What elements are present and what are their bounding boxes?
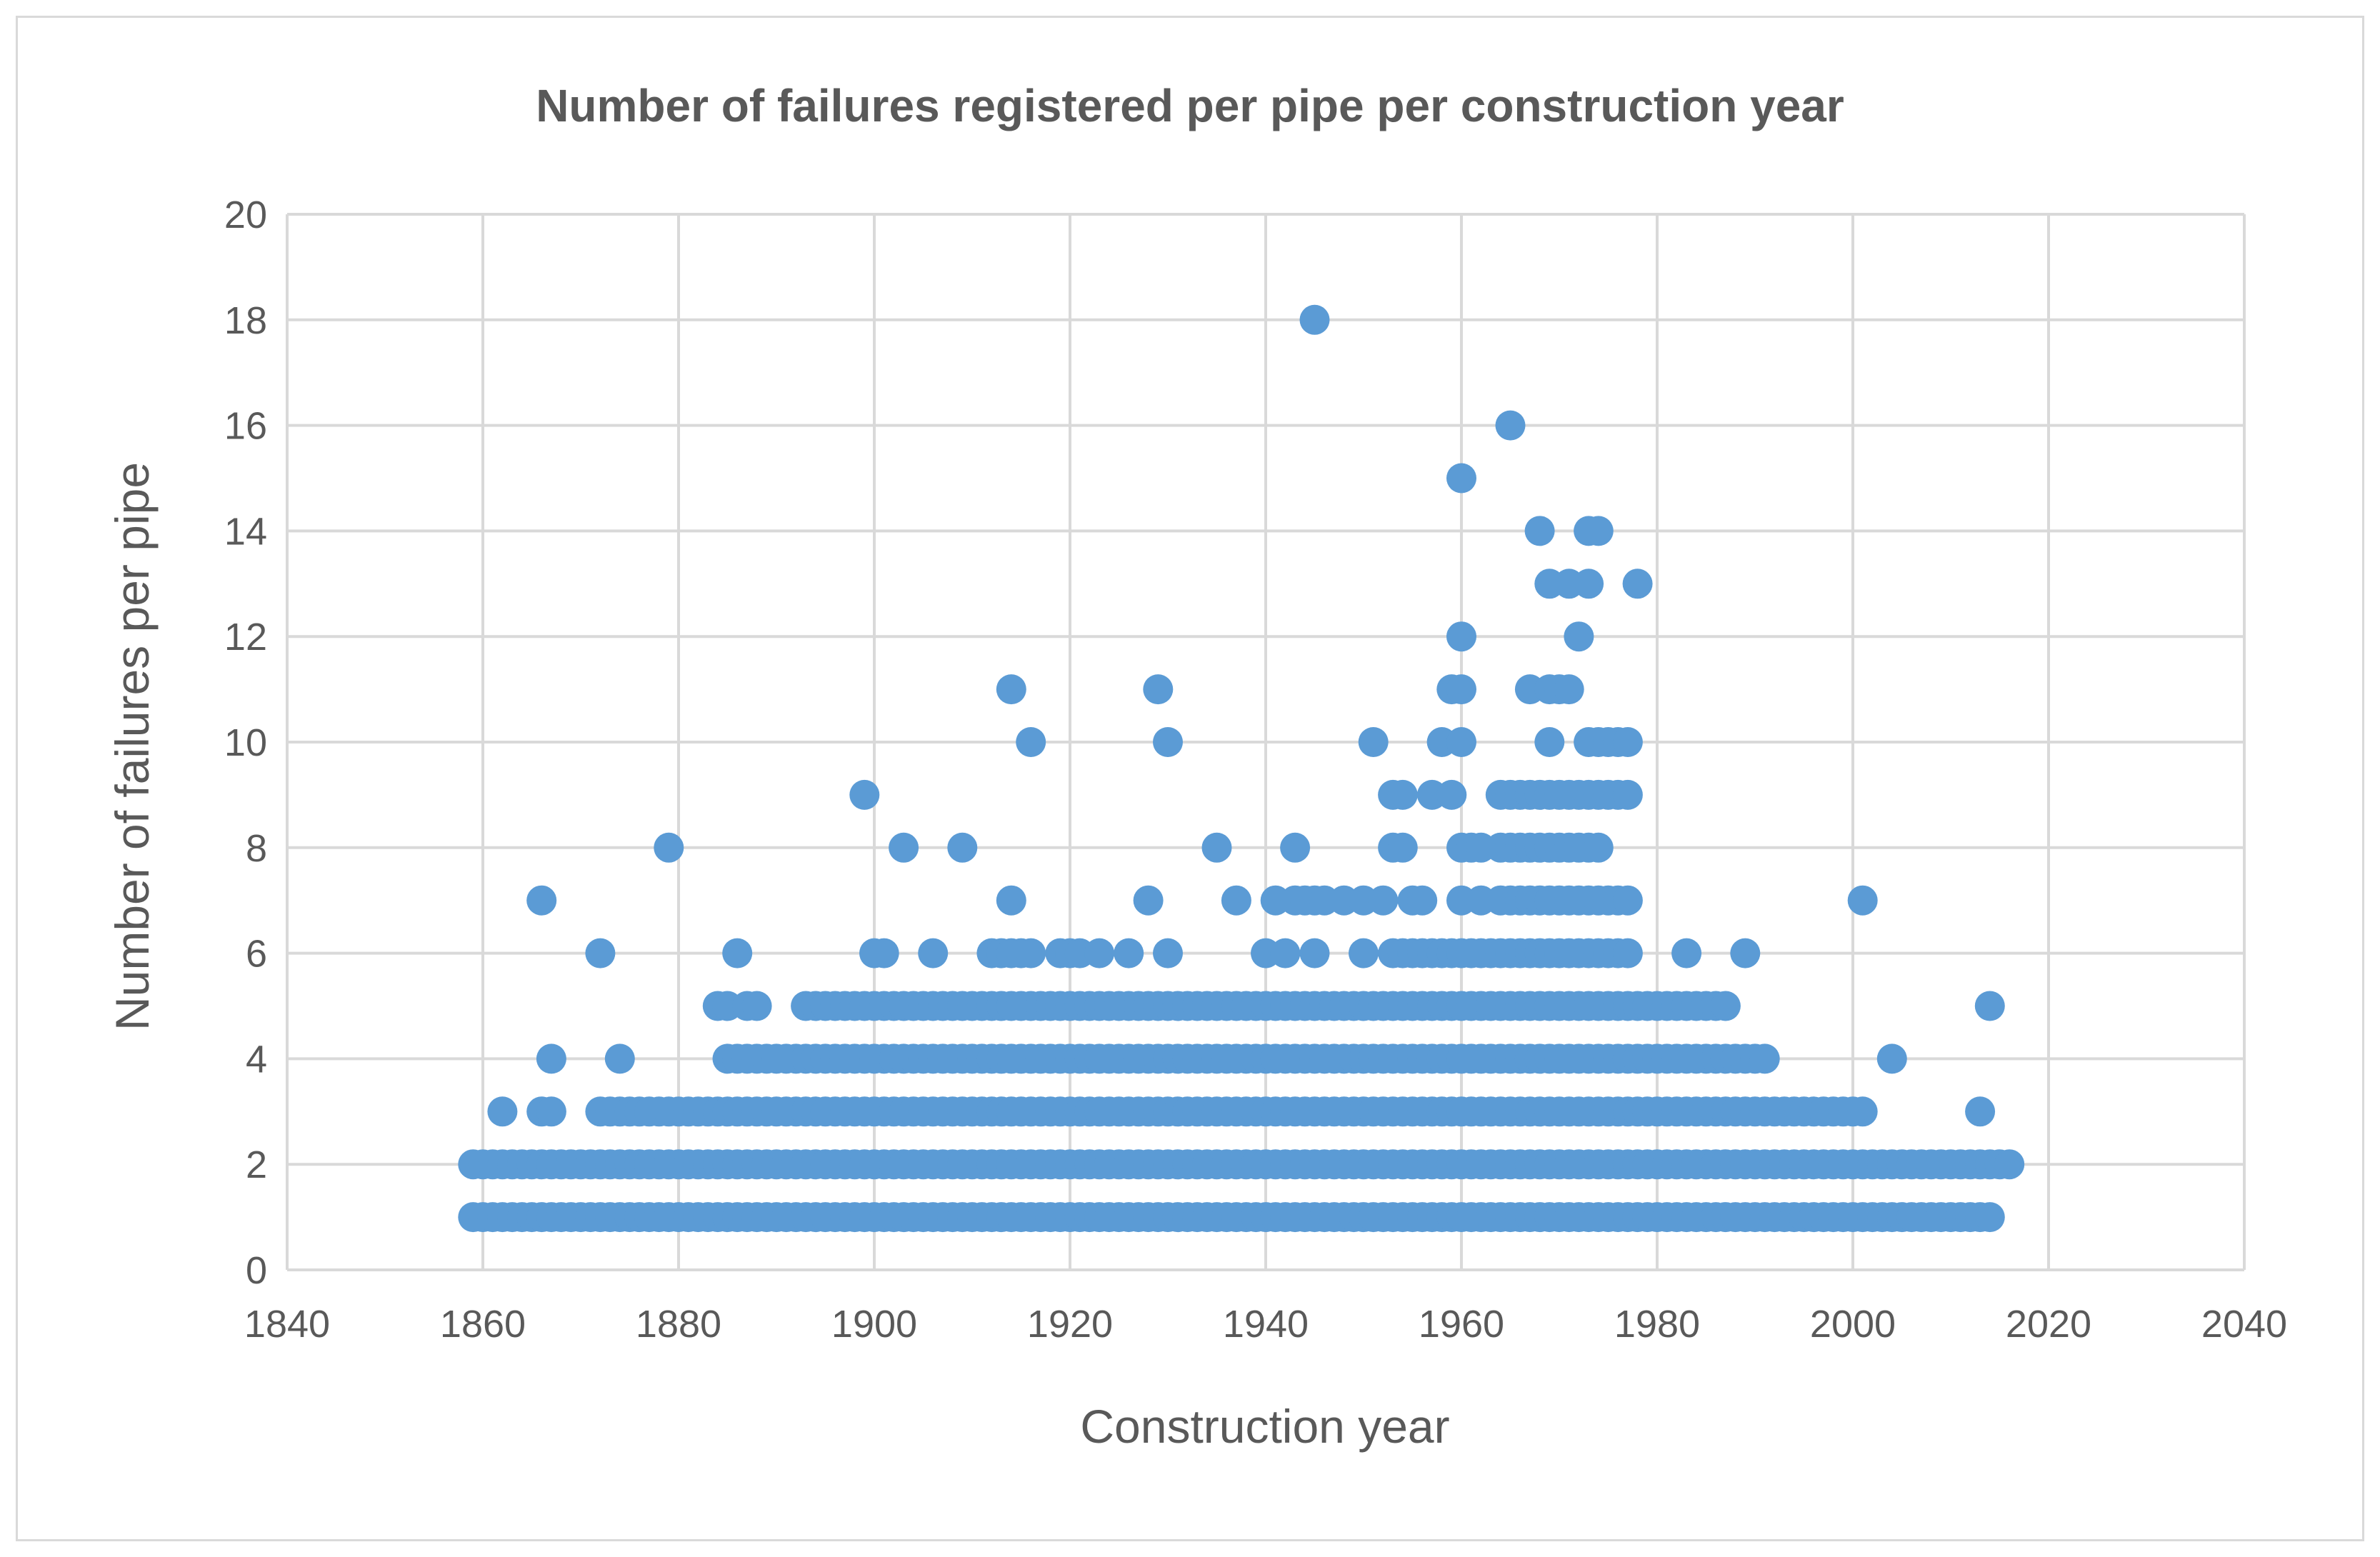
data-point bbox=[741, 991, 772, 1021]
x-tick-label: 2040 bbox=[2201, 1303, 2287, 1346]
data-point bbox=[1847, 885, 1878, 916]
x-tick-label: 2020 bbox=[2006, 1303, 2091, 1346]
data-point bbox=[1280, 832, 1311, 863]
data-point bbox=[1446, 674, 1476, 705]
data-point bbox=[1994, 1149, 2025, 1180]
data-point bbox=[1583, 516, 1614, 546]
data-point bbox=[947, 832, 978, 863]
data-point bbox=[526, 885, 557, 916]
data-point bbox=[722, 938, 753, 968]
gridlines bbox=[286, 213, 2246, 1271]
data-point bbox=[1466, 832, 1496, 863]
data-point bbox=[1965, 1096, 1996, 1127]
y-tick-label: 12 bbox=[224, 616, 267, 659]
x-tick-label: 1940 bbox=[1223, 1303, 1309, 1346]
data-point bbox=[1612, 779, 1643, 810]
data-point bbox=[1358, 727, 1389, 757]
data-point bbox=[1016, 938, 1046, 968]
x-tick-label: 1860 bbox=[440, 1303, 526, 1346]
data-point bbox=[1270, 938, 1301, 968]
y-tick-label: 0 bbox=[246, 1249, 267, 1292]
data-point bbox=[1299, 938, 1330, 968]
data-point bbox=[918, 938, 949, 968]
data-point bbox=[1466, 885, 1496, 916]
x-tick-label: 1840 bbox=[244, 1303, 330, 1346]
y-tick-label: 6 bbox=[246, 933, 267, 976]
y-tick-label: 2 bbox=[246, 1143, 267, 1186]
data-point bbox=[1710, 991, 1741, 1021]
data-point bbox=[1446, 621, 1476, 652]
x-tick-label: 1920 bbox=[1027, 1303, 1113, 1346]
data-point bbox=[1368, 885, 1399, 916]
x-tick-label: 1900 bbox=[831, 1303, 917, 1346]
data-point bbox=[1201, 832, 1232, 863]
x-tick-label: 1960 bbox=[1419, 1303, 1504, 1346]
data-point bbox=[1349, 938, 1379, 968]
chart-title: Number of failures registered per pipe p… bbox=[536, 80, 1844, 131]
data-point bbox=[849, 779, 880, 810]
y-tick-label: 10 bbox=[224, 721, 267, 764]
data-point bbox=[1524, 516, 1555, 546]
data-point bbox=[1974, 1202, 2005, 1233]
data-point bbox=[1407, 885, 1438, 916]
data-point bbox=[1436, 779, 1467, 810]
data-point bbox=[1564, 621, 1594, 652]
y-tick-label: 16 bbox=[224, 405, 267, 448]
data-point bbox=[1612, 938, 1643, 968]
data-point bbox=[604, 1043, 635, 1074]
data-point bbox=[1876, 1043, 1907, 1074]
data-point bbox=[1446, 727, 1476, 757]
data-point bbox=[1622, 569, 1653, 599]
data-point bbox=[536, 1043, 566, 1074]
y-axis-label: Number of failures per pipe bbox=[106, 462, 159, 1031]
data-point bbox=[1574, 569, 1604, 599]
data-point bbox=[1671, 938, 1702, 968]
data-point bbox=[1299, 304, 1330, 335]
data-point bbox=[585, 938, 616, 968]
data-point bbox=[1084, 938, 1115, 968]
data-point bbox=[1221, 885, 1251, 916]
x-tick-label: 2000 bbox=[1810, 1303, 1896, 1346]
data-point bbox=[1446, 463, 1476, 494]
data-point bbox=[1387, 779, 1418, 810]
data-point bbox=[1612, 727, 1643, 757]
x-tick-label: 1980 bbox=[1614, 1303, 1700, 1346]
data-point bbox=[869, 938, 899, 968]
data-point bbox=[1534, 727, 1565, 757]
y-tick-label: 14 bbox=[224, 510, 267, 553]
data-point bbox=[1387, 832, 1418, 863]
data-point bbox=[1974, 991, 2005, 1021]
data-point bbox=[1612, 885, 1643, 916]
data-point bbox=[1016, 727, 1046, 757]
data-point bbox=[654, 832, 684, 863]
y-tick-label: 18 bbox=[224, 299, 267, 342]
data-point bbox=[487, 1096, 518, 1127]
data-point bbox=[1730, 938, 1761, 968]
x-tick-label: 1880 bbox=[636, 1303, 721, 1346]
data-point bbox=[889, 832, 919, 863]
y-tick-label: 20 bbox=[224, 194, 267, 236]
data-point bbox=[1153, 938, 1183, 968]
y-tick-label: 4 bbox=[246, 1038, 267, 1081]
data-points bbox=[458, 304, 2025, 1233]
data-point bbox=[1114, 938, 1144, 968]
data-point bbox=[996, 674, 1026, 705]
data-point bbox=[1495, 410, 1526, 441]
data-point bbox=[1749, 1043, 1780, 1074]
data-point bbox=[1133, 885, 1164, 916]
data-point bbox=[1847, 1096, 1878, 1127]
data-point bbox=[1554, 674, 1584, 705]
x-axis-label: Construction year bbox=[1080, 1400, 1449, 1453]
y-tick-label: 8 bbox=[246, 827, 267, 870]
chart-frame bbox=[16, 16, 2364, 1541]
data-point bbox=[1143, 674, 1174, 705]
data-point bbox=[996, 885, 1026, 916]
data-point bbox=[1153, 727, 1183, 757]
data-point bbox=[536, 1096, 566, 1127]
data-point bbox=[1583, 832, 1614, 863]
